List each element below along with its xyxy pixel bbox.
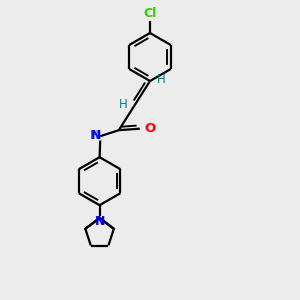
Text: H: H: [157, 73, 166, 86]
Text: N: N: [91, 129, 101, 142]
Text: Cl: Cl: [143, 8, 157, 20]
Text: O: O: [145, 122, 156, 135]
Text: H: H: [90, 129, 99, 142]
Text: N: N: [94, 215, 105, 228]
Text: H: H: [119, 98, 128, 111]
